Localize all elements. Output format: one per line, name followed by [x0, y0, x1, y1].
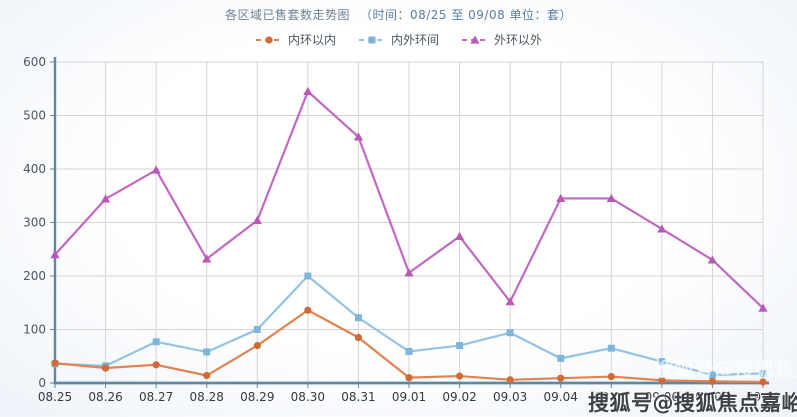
svg-text:09.06: 09.06	[645, 390, 679, 404]
legend-marker-square-icon	[358, 36, 385, 43]
svg-text:09.04: 09.04	[544, 390, 578, 404]
chart-title-meta: （时间：08/25 至 09/08 单位：套）	[359, 8, 573, 22]
svg-text:09.07: 09.07	[695, 390, 729, 404]
svg-text:09.05: 09.05	[594, 390, 628, 404]
svg-text:08.30: 08.30	[291, 390, 325, 404]
svg-text:400: 400	[23, 162, 46, 176]
legend: 内环以内 内外环间 外环以外	[0, 31, 797, 48]
svg-text:08.29: 08.29	[240, 390, 274, 404]
svg-text:09.08: 09.08	[746, 390, 780, 404]
legend-label: 外环以外	[494, 33, 543, 47]
svg-text:09.01: 09.01	[392, 390, 426, 404]
svg-text:300: 300	[23, 216, 46, 230]
svg-text:09.03: 09.03	[493, 390, 527, 404]
svg-text:100: 100	[23, 323, 46, 337]
svg-text:08.26: 08.26	[88, 390, 122, 404]
svg-text:08.28: 08.28	[190, 390, 224, 404]
watermark: 搜狐号@搜狐焦点嘉峪关站	[588, 391, 797, 415]
svg-text:200: 200	[23, 269, 46, 283]
legend-label: 内外环间	[390, 33, 439, 47]
legend-item-outer-ring[interactable]: 外环以外	[461, 31, 542, 48]
svg-text:08.27: 08.27	[139, 390, 173, 404]
chart-title: 各区域已售套数走势图 （时间：08/25 至 09/08 单位：套）	[0, 6, 797, 23]
legend-marker-circle-icon	[255, 35, 282, 44]
legend-item-between-rings[interactable]: 内外环间	[358, 31, 439, 48]
svg-text:08.31: 08.31	[341, 390, 375, 404]
svg-text:09.02: 09.02	[442, 390, 476, 404]
chart-title-main: 各区域已售套数走势图	[224, 8, 350, 22]
svg-text:0: 0	[38, 376, 46, 390]
legend-marker-triangle-icon	[462, 34, 488, 44]
legend-label: 内环以内	[287, 33, 336, 47]
legend-item-inner-ring[interactable]: 内环以内	[255, 31, 336, 48]
svg-text:08.25: 08.25	[38, 390, 72, 404]
svg-text:600: 600	[23, 55, 46, 69]
svg-text:500: 500	[23, 109, 46, 123]
